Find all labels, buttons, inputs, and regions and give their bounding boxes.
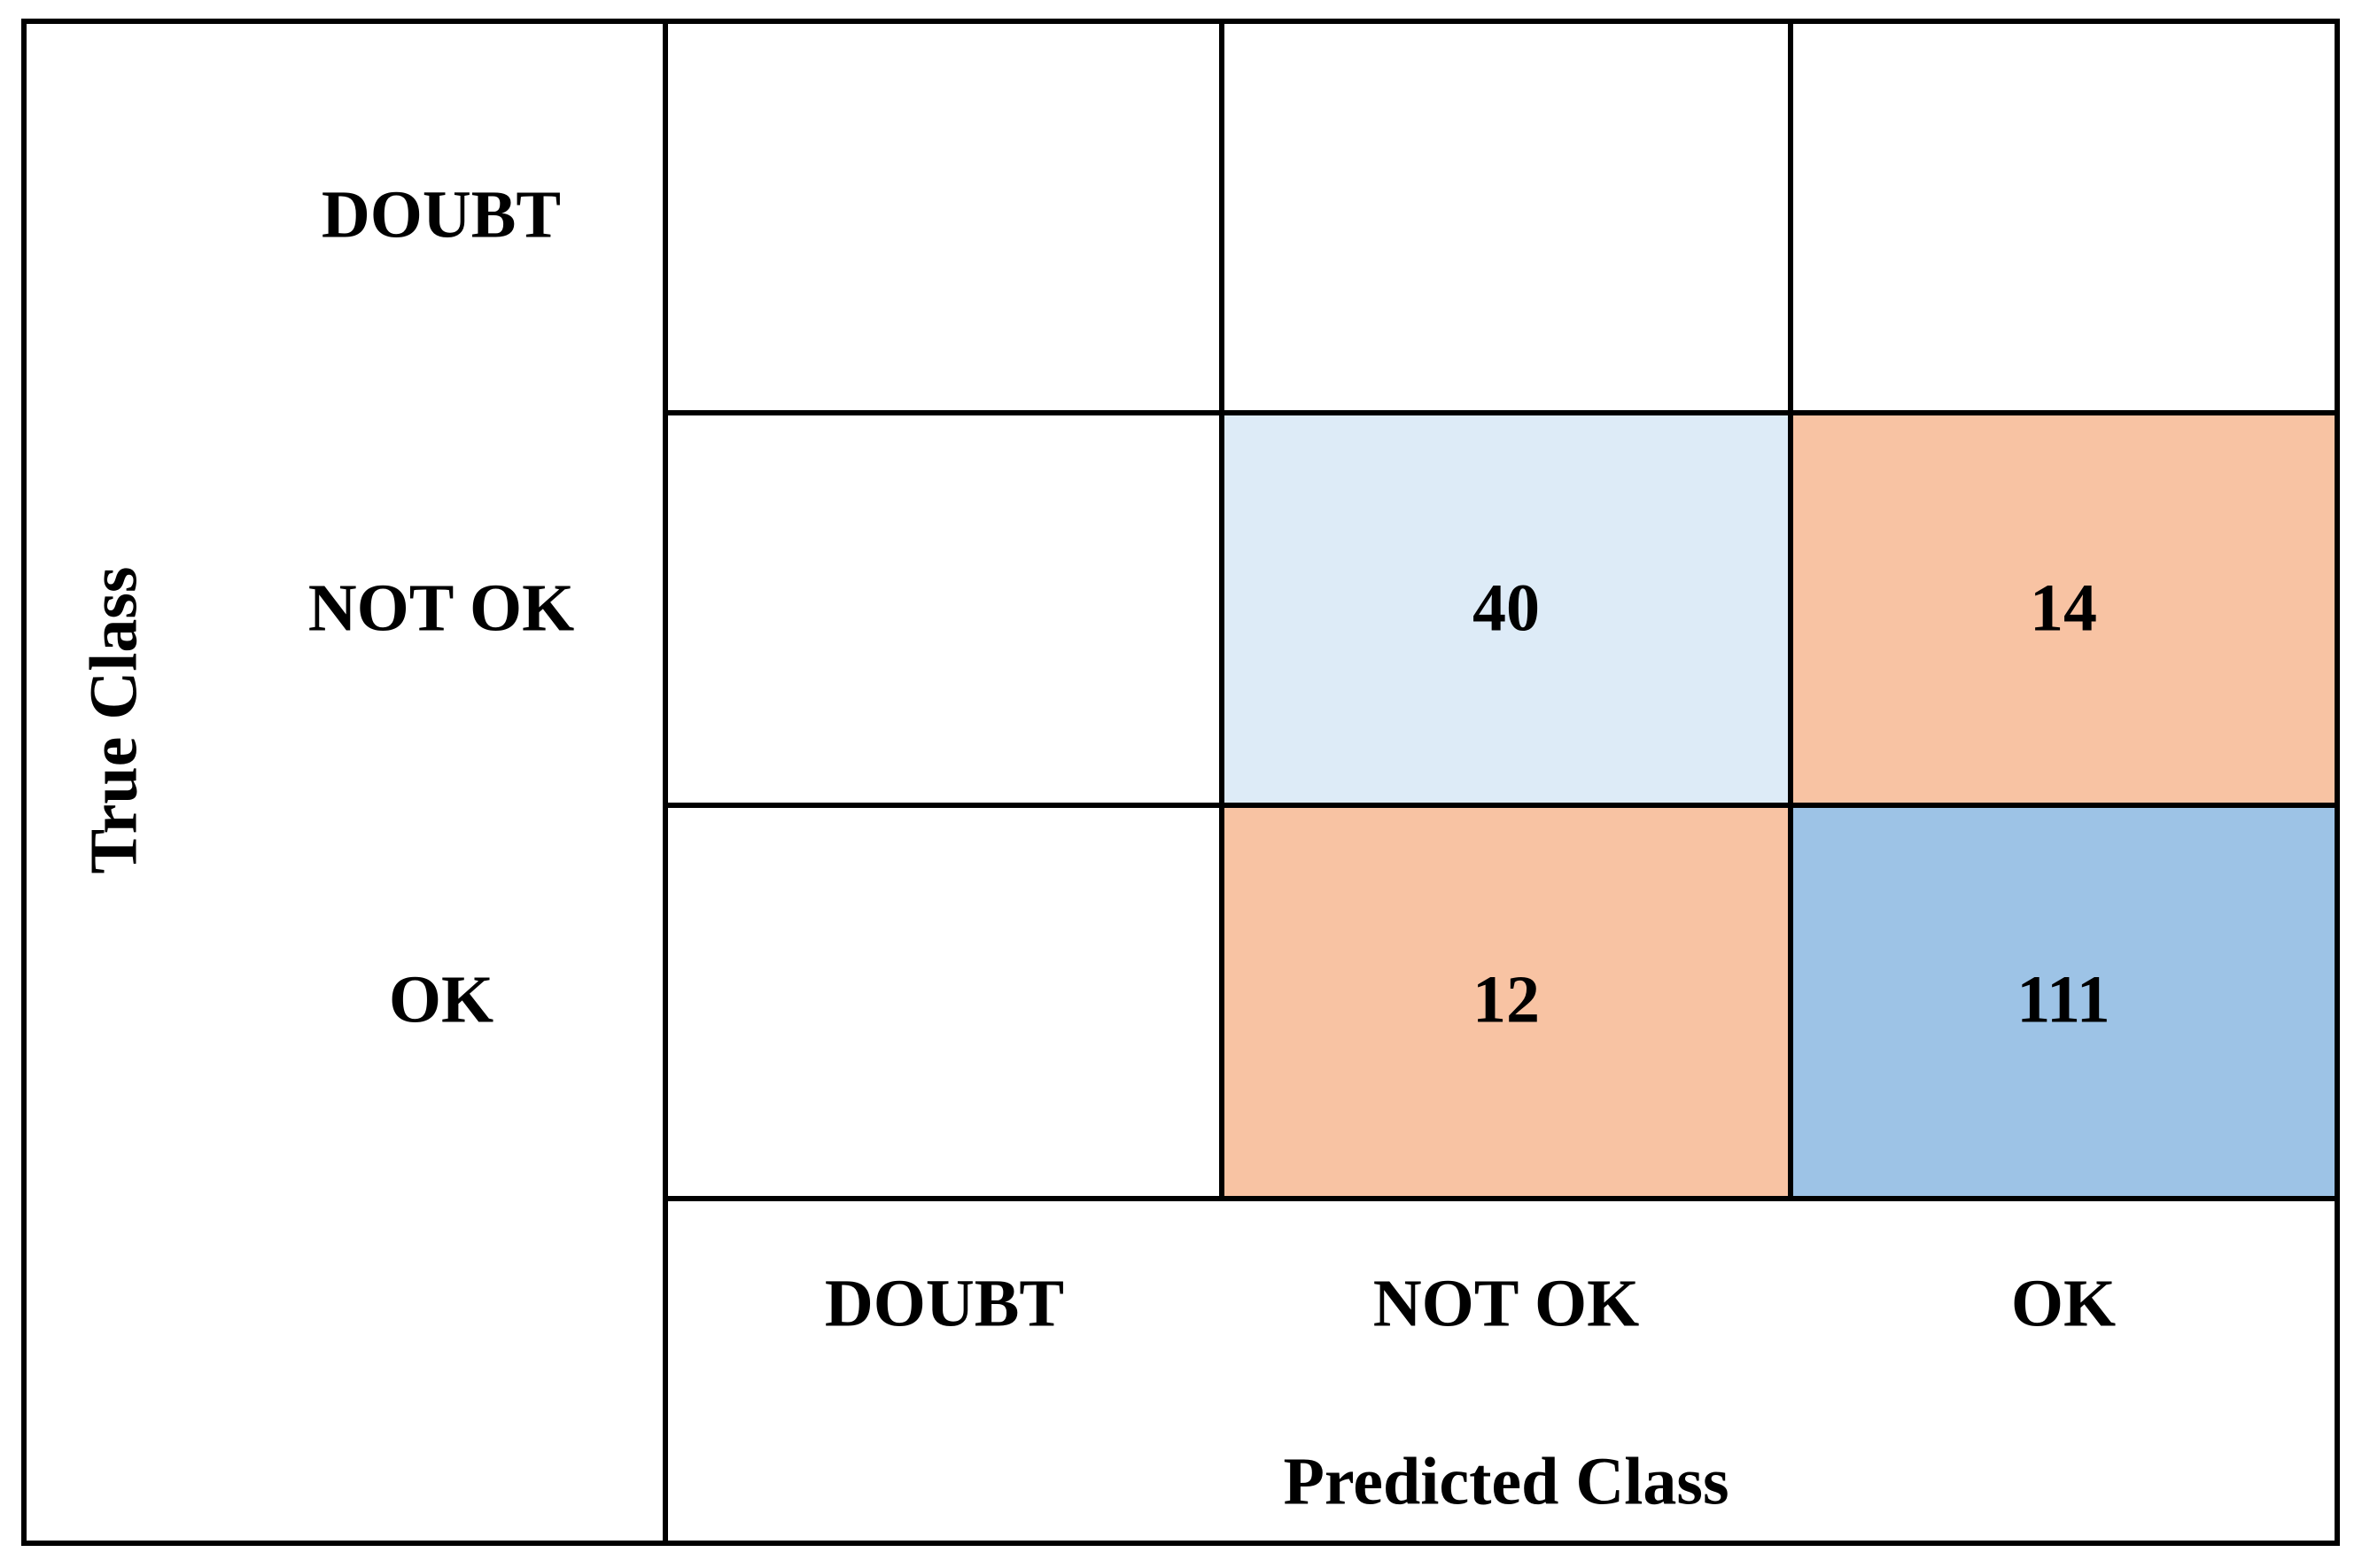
row-label: DOUBT: [322, 177, 561, 252]
cell-fill: [1222, 805, 1791, 1199]
cell-value: 111: [2016, 962, 2110, 1036]
row-label: NOT OK: [308, 571, 575, 645]
x-axis-label: Predicted Class: [1283, 1444, 1729, 1518]
y-axis-label: True Class: [76, 567, 151, 874]
column-label: NOT OK: [1373, 1266, 1640, 1340]
row-label: OK: [389, 962, 493, 1036]
cell-value: 12: [1472, 962, 1540, 1036]
cell-fill: [1222, 413, 1791, 805]
column-label: OK: [2011, 1266, 2116, 1340]
cell-fill: [1791, 413, 2337, 805]
column-label: DOUBT: [825, 1266, 1064, 1340]
cell-value: 14: [2030, 571, 2097, 645]
outer-border: [21, 19, 2340, 1546]
cell-value: 40: [1472, 571, 1540, 645]
cell-fill: [1791, 805, 2337, 1199]
